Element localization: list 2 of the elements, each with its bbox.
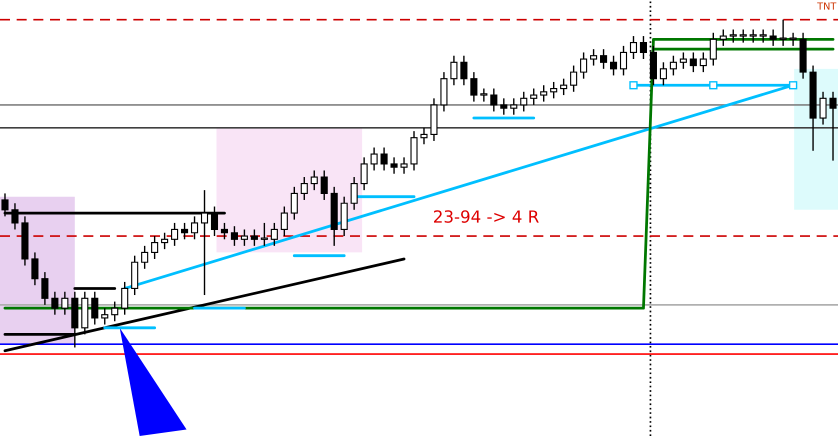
annotation: 23-94 -> 4 R: [434, 210, 539, 223]
text: TNT: [817, 2, 836, 10]
